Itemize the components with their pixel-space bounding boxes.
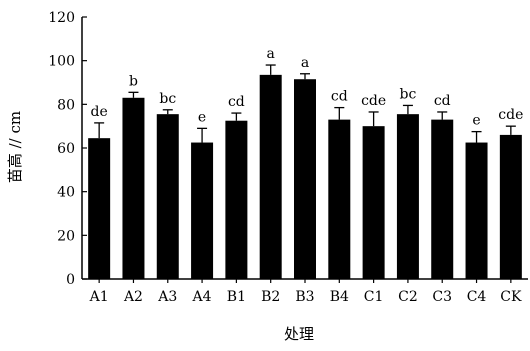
significance-label-b2: a xyxy=(267,46,275,62)
bars xyxy=(88,74,522,280)
significance-label-c4: e xyxy=(472,113,480,129)
bar-b2 xyxy=(259,74,282,279)
significance-label-b3: a xyxy=(301,55,309,71)
bar-c3 xyxy=(431,119,454,279)
x-tick-label-b1: B1 xyxy=(227,289,246,305)
significance-label-ck: cde xyxy=(498,107,523,123)
bar-c1 xyxy=(362,126,385,280)
bar-a1 xyxy=(88,138,111,279)
y-axis-title: 苗高 // cm xyxy=(6,111,24,183)
significance-label-b1: cd xyxy=(228,94,245,110)
x-tick-label-a1: A1 xyxy=(89,289,109,305)
y-tick-label: 20 xyxy=(57,228,75,244)
y-axis: 0 20 40 60 80 100 120 xyxy=(48,10,87,288)
y-tick-label: 100 xyxy=(48,54,75,70)
x-tick-label-c3: C3 xyxy=(432,289,452,305)
x-tick-label-c4: C4 xyxy=(467,289,487,305)
x-tick-label-a3: A3 xyxy=(157,289,177,305)
significance-label-a3: bc xyxy=(159,91,176,107)
x-tick-label-ck: CK xyxy=(500,289,522,305)
bar-b1 xyxy=(225,120,248,279)
bar-b3 xyxy=(294,79,316,279)
error-bars xyxy=(94,64,516,143)
y-tick-label: 0 xyxy=(66,272,75,288)
y-tick-label: 60 xyxy=(57,141,75,157)
x-tick-label-a2: A2 xyxy=(123,289,143,305)
x-tick-label-b3: B3 xyxy=(295,289,314,305)
y-tick-label: 120 xyxy=(48,10,75,26)
significance-label-c2: bc xyxy=(400,86,417,102)
x-tick-label-c1: C1 xyxy=(364,289,384,305)
bar-c4 xyxy=(465,142,488,279)
y-tick-label: 40 xyxy=(57,185,75,201)
x-tick-label-c2: C2 xyxy=(398,289,418,305)
bar-b4 xyxy=(328,119,351,279)
significance-label-b4: cd xyxy=(331,89,348,105)
significance-label-c3: cd xyxy=(434,93,451,109)
bar-c2 xyxy=(396,114,419,280)
significance-label-a1: de xyxy=(91,104,108,120)
bar-ck xyxy=(499,134,522,279)
bar-a2 xyxy=(122,97,145,280)
x-tick-label-b2: B2 xyxy=(261,289,280,305)
x-tick-label-b4: B4 xyxy=(330,289,349,305)
bar-a3 xyxy=(156,114,179,280)
significance-label-c1: cde xyxy=(361,93,386,109)
x-axis-title: 处理 xyxy=(284,325,314,343)
bar-a4 xyxy=(191,142,214,279)
x-axis: A1 A2 A3 A4 B1 B2 B3 B4 C1 C2 C3 C4 CK xyxy=(82,278,528,305)
y-tick-label: 80 xyxy=(57,97,75,113)
significance-label-a4: e xyxy=(198,109,206,125)
x-tick-label-a4: A4 xyxy=(192,289,212,305)
significance-label-a2: b xyxy=(129,73,138,89)
